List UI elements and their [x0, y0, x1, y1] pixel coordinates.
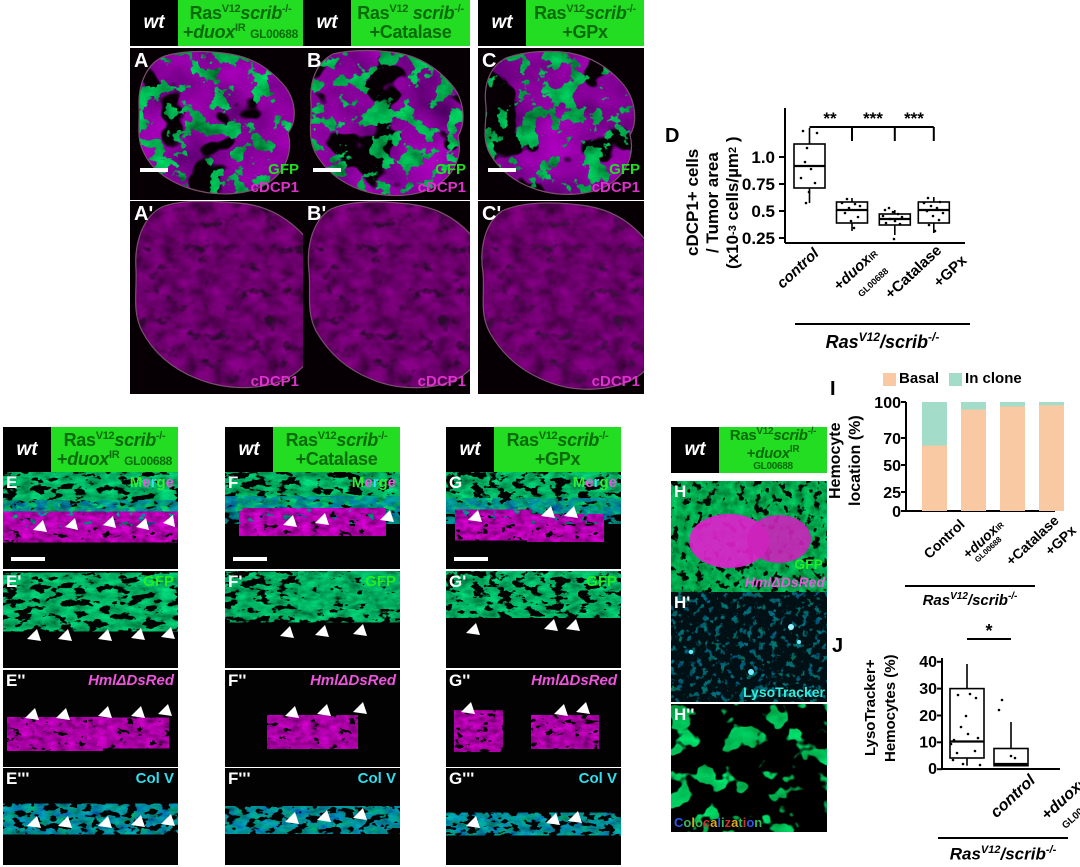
svg-text:40: 40 — [919, 654, 937, 671]
svg-text:25: 25 — [883, 485, 901, 502]
svg-text:50: 50 — [883, 458, 901, 475]
svg-text:10: 10 — [919, 735, 937, 752]
svg-text:**: ** — [823, 109, 837, 128]
svg-text:1.0: 1.0 — [751, 148, 775, 167]
svg-text:100: 100 — [874, 395, 901, 412]
svg-text:***: *** — [863, 109, 883, 128]
svg-text:20: 20 — [919, 708, 937, 725]
svg-text:0.75: 0.75 — [742, 175, 775, 194]
svg-text:0: 0 — [892, 504, 901, 521]
svg-text:*: * — [985, 621, 992, 641]
svg-text:***: *** — [904, 109, 924, 128]
svg-text:0.25: 0.25 — [742, 229, 775, 248]
svg-text:30: 30 — [919, 681, 937, 698]
svg-text:0: 0 — [928, 761, 937, 778]
svg-text:70: 70 — [883, 431, 901, 448]
svg-text:0.5: 0.5 — [751, 202, 775, 221]
